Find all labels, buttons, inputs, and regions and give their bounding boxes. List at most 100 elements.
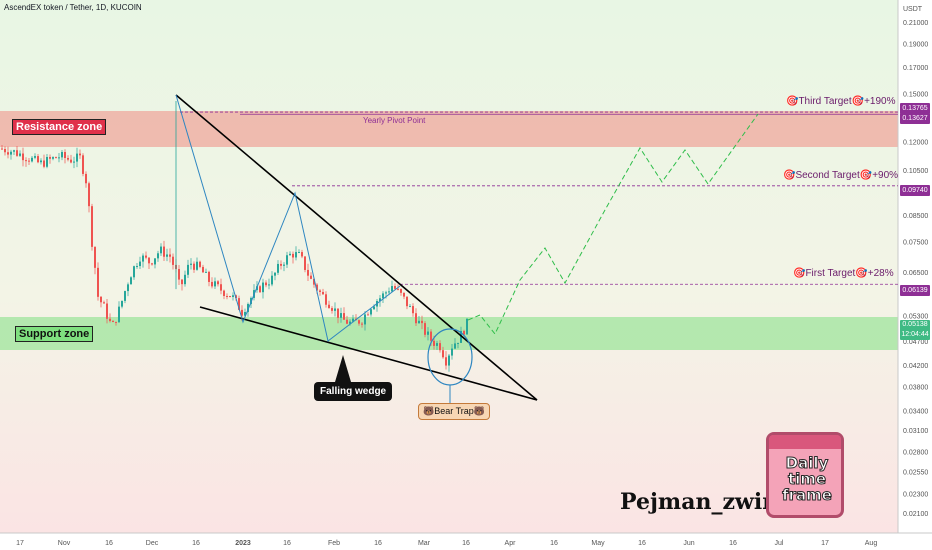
x-tick-label: 16 [283,540,291,547]
y-tick-label: 0.04200 [903,363,928,370]
candle-body [157,253,159,259]
chart-background [0,0,898,533]
x-tick-label: Jul [775,540,784,547]
candle-body [232,295,234,297]
candle-body [55,157,57,159]
candle-body [181,279,183,285]
candle-body [325,294,327,305]
candle-body [331,308,333,311]
support-zone-label: Support zone [15,326,94,342]
candle-body [4,149,6,153]
resistance-zone-band [0,111,898,147]
candle-body [439,343,441,351]
candle-body [151,263,153,265]
y-tick-label: 0.02800 [903,450,928,457]
candle-body [163,246,165,257]
candle-body [310,275,312,279]
candle-body [301,252,303,257]
candle-body [136,266,138,268]
y-tick-label: 0.05300 [903,314,928,321]
x-tick-label: Apr [505,540,517,547]
x-tick-label: 16 [550,540,558,547]
candle-body [31,157,33,162]
target-icon: 🎯 [855,268,868,279]
candle-body [127,284,129,292]
candle-body [271,275,273,285]
candle-body [418,320,420,324]
candle-body [193,263,195,270]
candle-body [247,303,249,312]
candle-body [466,318,468,335]
candle-body [106,303,108,319]
candle-body [130,277,132,285]
x-tick-label: 16 [462,540,470,547]
candle-body [199,261,201,267]
candle-body [349,321,351,324]
candle-body [313,278,315,285]
resistance-zone-label: Resistance zone [12,119,107,135]
candle-body [196,261,198,270]
falling-wedge-callout: Falling wedge [314,382,393,401]
candle-body [220,284,222,291]
x-tick-label: 2023 [235,540,251,547]
candle-body [172,256,174,265]
candle-body [22,153,24,161]
candle-body [160,246,162,254]
candle-body [28,160,30,162]
candle-body [97,267,99,297]
x-tick-label: 16 [374,540,382,547]
candle-body [289,253,291,256]
calendar-text: Daily time frame [782,454,833,504]
candle-body [340,313,342,318]
candle-body [316,284,318,291]
candle-body [49,156,51,159]
candle-body [403,292,405,297]
price-tag: 0.13765 [900,103,930,114]
candle-body [364,314,366,325]
chart-title: AscendEX token / Tether, 1D, KUCOIN [4,3,142,12]
candle-body [259,286,261,293]
candle-body [448,355,450,366]
x-tick-label: 16 [192,540,200,547]
candle-body [262,282,264,293]
y-tick-label: 0.04700 [903,339,928,346]
candle-body [292,253,294,258]
price-tag: 0.13627 [900,113,930,124]
candle-body [229,295,231,297]
candle-body [358,320,360,324]
price-tag: 0.06139 [900,285,930,296]
candle-body [286,255,288,265]
time-axis-bg [0,533,932,550]
candle-body [178,269,180,280]
candle-body [283,264,285,266]
y-tick-label: 0.06500 [903,270,928,277]
candle-body [145,255,147,258]
x-tick-label: Jun [683,540,694,547]
target-icon: 🎯 [851,96,865,107]
candle-body [244,311,246,316]
candle-body [190,263,192,265]
candle-body [154,258,156,265]
candle-body [79,153,81,156]
candle-body [391,286,393,292]
candle-body [442,350,444,358]
second-target-label: 🎯Second Target🎯+90% [783,170,899,181]
candle-body [388,291,390,293]
bear-trap-callout: 🐻Bear Trap🐻 [418,403,490,420]
candle-body [208,271,210,282]
x-tick-label: 17 [821,540,829,547]
countdown-timer: 12:04:44 [901,331,929,338]
candle-body [118,306,120,323]
candle-body [433,340,435,346]
candle-body [223,290,225,296]
candle-body [10,151,12,155]
candle-body [217,281,219,285]
candle-body [61,152,63,158]
candle-body [205,271,207,273]
candle-body [13,150,15,152]
candle-body [421,320,423,324]
candle-body [184,274,186,285]
candle-body [319,290,321,292]
y-tick-label: 0.03400 [903,408,928,415]
